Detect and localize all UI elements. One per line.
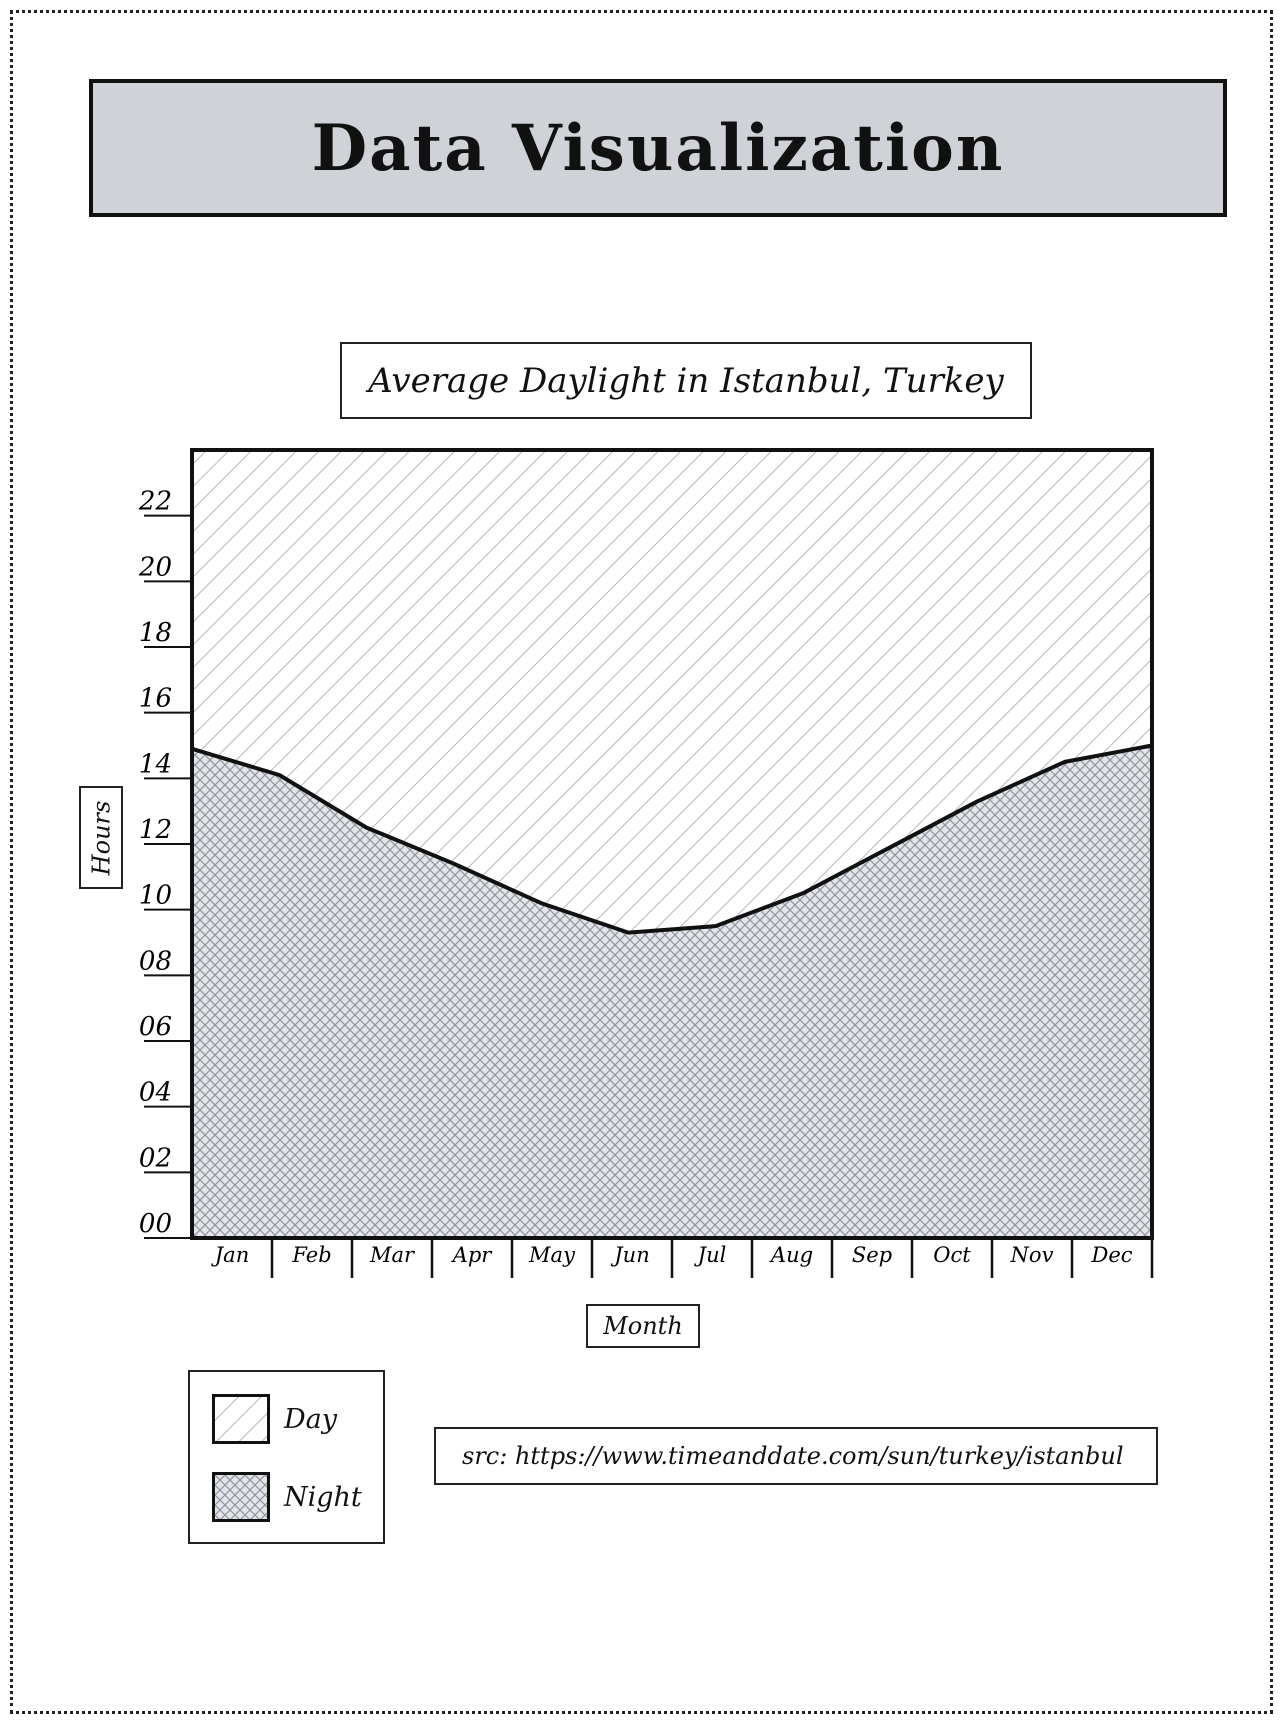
legend-item-night: Night — [212, 1472, 362, 1522]
legend-swatch-night — [212, 1472, 270, 1522]
x-tick-label: Dec — [1090, 1243, 1132, 1267]
y-tick-label: 06 — [139, 1012, 172, 1042]
legend: Day Night — [188, 1370, 385, 1544]
y-tick-label: 16 — [139, 684, 172, 714]
x-tick-label: Jan — [211, 1243, 249, 1267]
y-tick-label: 00 — [139, 1209, 172, 1239]
x-tick-label: Aug — [769, 1243, 813, 1267]
series-line-night — [191, 743, 1153, 935]
y-tick-label: 18 — [139, 618, 172, 648]
legend-item-day: Day — [212, 1394, 337, 1444]
x-tick-label: Feb — [291, 1243, 331, 1267]
page-border — [10, 10, 1273, 1714]
x-tick-label: Sep — [852, 1243, 892, 1267]
x-tick-label: Apr — [451, 1243, 494, 1267]
source-box: src: https://www.timeanddate.com/sun/tur… — [434, 1427, 1158, 1485]
y-tick-label: 22 — [138, 487, 172, 517]
page-title: Data Visualization — [311, 110, 1005, 186]
x-tick-label: Jun — [610, 1243, 649, 1267]
y-tick-label: 08 — [139, 946, 172, 976]
y-tick-label: 10 — [139, 881, 172, 911]
y-tick-label: 02 — [139, 1143, 172, 1173]
header-banner: Data Visualization — [89, 79, 1227, 217]
y-tick-label: 04 — [139, 1078, 172, 1108]
source-text: src: https://www.timeanddate.com/sun/tur… — [462, 1442, 1124, 1470]
chart-title-box: Average Daylight in Istanbul, Turkey — [340, 342, 1032, 419]
chart-title: Average Daylight in Istanbul, Turkey — [368, 360, 1004, 401]
y-tick-label: 20 — [138, 552, 172, 582]
x-axis-label-box: Month — [586, 1304, 700, 1348]
x-tick-label: Jul — [694, 1243, 727, 1267]
y-tick-label: 12 — [139, 815, 172, 845]
x-tick-label: Nov — [1010, 1243, 1054, 1267]
y-tick-label: 14 — [139, 749, 172, 779]
x-tick-label: Mar — [369, 1243, 416, 1267]
y-axis-label: Hours — [87, 800, 115, 875]
x-tick-label: May — [528, 1243, 576, 1267]
x-axis-label: Month — [603, 1312, 683, 1340]
x-tick-label: Oct — [933, 1243, 971, 1267]
area-night — [192, 745, 1152, 1238]
legend-label-day: Day — [284, 1403, 337, 1435]
legend-swatch-day — [212, 1394, 270, 1444]
y-axis-label-box: Hours — [79, 786, 123, 889]
legend-label-night: Night — [284, 1481, 362, 1513]
